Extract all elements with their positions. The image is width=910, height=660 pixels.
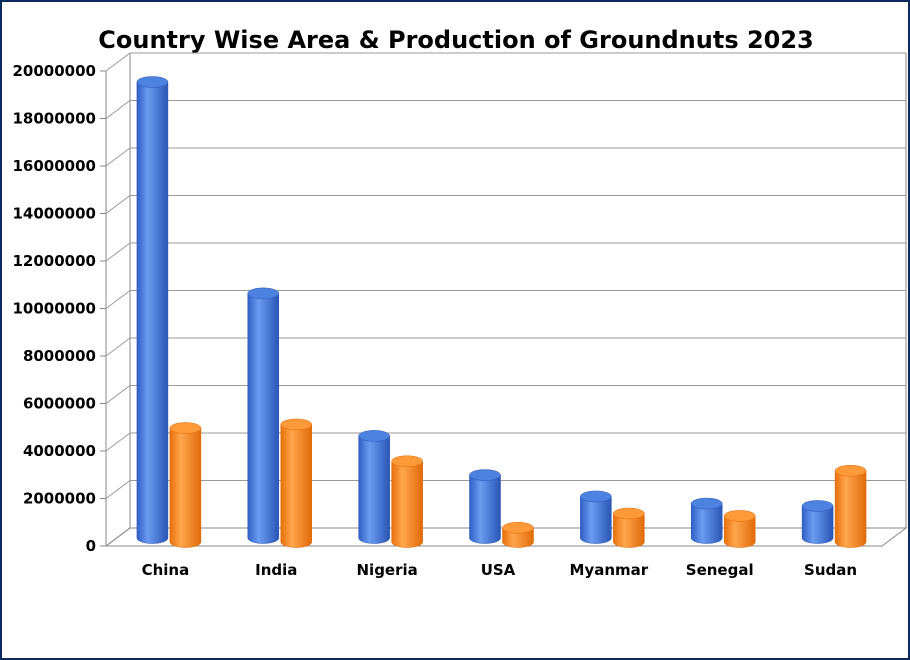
gridline [105,480,906,499]
bar-body [834,470,867,548]
y-tick-label: 20000000 [13,62,97,80]
bar-series-2-nigeria [391,455,423,548]
bar-body [280,424,313,548]
y-axis-ticks: 0 2000000 4000000 6000000 8000000 10000000 120… [13,62,106,555]
bar-body [247,293,280,544]
x-tick-label: Sudan [804,561,857,579]
bar-body [391,461,423,548]
bar-top [169,422,202,434]
bar-body [469,474,501,544]
gridline [105,385,906,404]
bar-series-1-senegal [690,497,723,544]
x-tick-label: Myanmar [570,561,649,579]
bar-top [280,418,313,431]
gridline [105,527,906,547]
bar-top [247,287,280,300]
bar-series-2-india [280,418,313,548]
bar-top [502,522,534,534]
gridline [105,242,906,262]
x-tick-label: India [255,561,297,579]
bar-series-2-usa [502,522,534,548]
bar-top [613,507,645,520]
gridline [105,100,906,119]
x-axis-ticks: China India Nigeria USA Myanmar Senegal Sudan [142,561,857,579]
x-tick-label: Nigeria [357,561,418,579]
bar-top [723,510,756,522]
gridline [105,52,906,72]
bar-series-1-nigeria [358,430,390,544]
gridline [105,337,906,357]
x-tick-label: USA [481,561,516,579]
y-tick-label: 14000000 [13,205,97,223]
bar-top [358,430,390,442]
bar-series-2-china [169,422,202,548]
bar-body [723,515,756,548]
bar-top [690,497,723,510]
y-tick-label: 16000000 [13,157,97,175]
bar-top [580,490,612,503]
gridline [105,290,906,309]
x-tick-label: Senegal [686,561,754,579]
bar-series-1-myanmar [580,490,612,544]
y-tick-label: 10000000 [13,300,97,318]
x-tick-label: China [142,561,190,579]
bar-series-1-sudan [801,500,834,544]
y-tick-label: 6000000 [23,395,96,413]
gridline [105,195,906,214]
y-tick-label: 0 [86,537,96,555]
bar-series-1-india [247,287,280,544]
bar-top [801,500,834,512]
y-tick-label: 2000000 [23,490,96,508]
bar-body [690,503,723,544]
chart-walls [104,52,908,547]
gridlines [105,52,906,547]
bar-top [469,469,501,481]
bar-series-1-china [136,76,169,544]
bar-body [169,427,202,548]
bar-top [834,465,867,477]
bar-series-1-usa [469,469,501,544]
bar-body [358,435,390,544]
bar-body [801,505,834,544]
bar-series-2-myanmar [613,507,645,548]
y-tick-label: 4000000 [23,442,96,460]
bar-body [580,496,612,544]
bar-top [391,455,423,467]
y-tick-label: 12000000 [13,252,97,270]
chart-title: Country Wise Area & Production of Ground… [98,26,814,54]
gridline [105,147,906,167]
y-tick-label: 18000000 [13,110,97,128]
gridline [105,432,906,452]
bar-series-2-senegal [723,510,756,548]
bar-top [136,76,169,88]
y-tick-label: 8000000 [23,347,96,365]
bars [136,76,867,548]
bar-body [613,513,645,548]
bar-series-2-sudan [834,465,867,548]
bar-body [136,81,169,544]
